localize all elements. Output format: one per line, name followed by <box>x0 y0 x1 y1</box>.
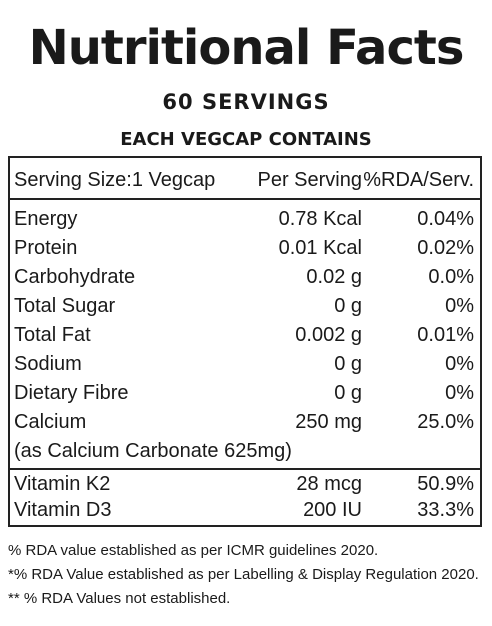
nutrient-amount: 200 IU <box>303 499 362 521</box>
table-header: Serving Size:1 Vegcap Per Serving %RDA/S… <box>10 158 480 200</box>
nutrient-name: Vitamin K2 <box>14 473 111 495</box>
nutrient-amount: 0.78 Kcal <box>278 208 362 230</box>
footnote: % RDA value established as per ICMR guid… <box>8 542 379 559</box>
nutrient-rda: 0.02% <box>417 237 474 259</box>
table-row: Calcium 250 mg 25.0% <box>10 408 480 437</box>
table-row: Energy 0.78 Kcal 0.04% <box>10 205 480 234</box>
nutrient-name: Vitamin D3 <box>14 499 112 521</box>
nutrient-rda: 0.04% <box>417 208 474 230</box>
servings-heading: 60 SERVINGS <box>162 90 330 114</box>
table-row: Vitamin D3 200 IU 33.3% <box>10 496 480 525</box>
nutrient-name: Total Fat <box>14 324 91 346</box>
table-row: Sodium 0 g 0% <box>10 350 480 379</box>
page-title: Nutritional Facts <box>28 20 465 76</box>
table-row: Total Fat 0.002 g 0.01% <box>10 321 480 350</box>
nutrient-name: (as Calcium Carbonate 625mg) <box>14 440 292 462</box>
nutrient-name: Protein <box>14 237 78 259</box>
nutrient-name: Dietary Fibre <box>14 382 129 404</box>
nutrient-rda: 0.01% <box>417 324 474 346</box>
table-row: Vitamin K2 28 mcg 50.9% <box>10 470 480 499</box>
subheading: EACH VEGCAP CONTAINS <box>120 129 372 150</box>
table-row: Total Sugar 0 g 0% <box>10 292 480 321</box>
table-row: Protein 0.01 Kcal 0.02% <box>10 234 480 263</box>
header-per-serving: Per Serving <box>257 169 363 191</box>
nutrient-amount: 0 g <box>334 353 362 375</box>
row-divider <box>10 468 480 470</box>
footnotes: % RDA value established as per ICMR guid… <box>8 539 486 611</box>
nutrient-name: Calcium <box>14 411 87 433</box>
nutrient-rda: 0.0% <box>428 266 474 288</box>
nutrient-rda: 33.3% <box>417 499 474 521</box>
nutrient-name: Carbohydrate <box>14 266 136 288</box>
nutrient-amount: 0 g <box>334 382 362 404</box>
nutrient-rda: 50.9% <box>417 473 474 495</box>
nutrient-rda: 25.0% <box>417 411 474 433</box>
nutrient-name: Energy <box>14 208 78 230</box>
footnote: ** % RDA Values not established. <box>8 590 231 607</box>
nutrient-amount: 0.002 g <box>295 324 362 346</box>
table-row: Dietary Fibre 0 g 0% <box>10 379 480 408</box>
nutrient-rda: 0% <box>445 353 474 375</box>
nutrient-name: Sodium <box>14 353 82 375</box>
table-row: Carbohydrate 0.02 g 0.0% <box>10 263 480 292</box>
nutrient-rda: 0% <box>445 382 474 404</box>
nutrient-amount: 28 mcg <box>296 473 362 495</box>
footnote: *% RDA Value established as per Labellin… <box>8 566 479 583</box>
nutrient-rda: 0% <box>445 295 474 317</box>
nutrient-amount: 0 g <box>334 295 362 317</box>
nutrient-amount: 0.01 Kcal <box>278 237 362 259</box>
header-serving-size: Serving Size:1 Vegcap <box>14 169 216 191</box>
nutrition-table: Serving Size:1 Vegcap Per Serving %RDA/S… <box>8 156 482 527</box>
header-rda: %RDA/Serv. <box>363 169 474 191</box>
nutrient-name: Total Sugar <box>14 295 116 317</box>
nutrient-amount: 250 mg <box>295 411 362 433</box>
nutrient-amount: 0.02 g <box>306 266 362 288</box>
table-row: (as Calcium Carbonate 625mg) <box>10 437 480 466</box>
